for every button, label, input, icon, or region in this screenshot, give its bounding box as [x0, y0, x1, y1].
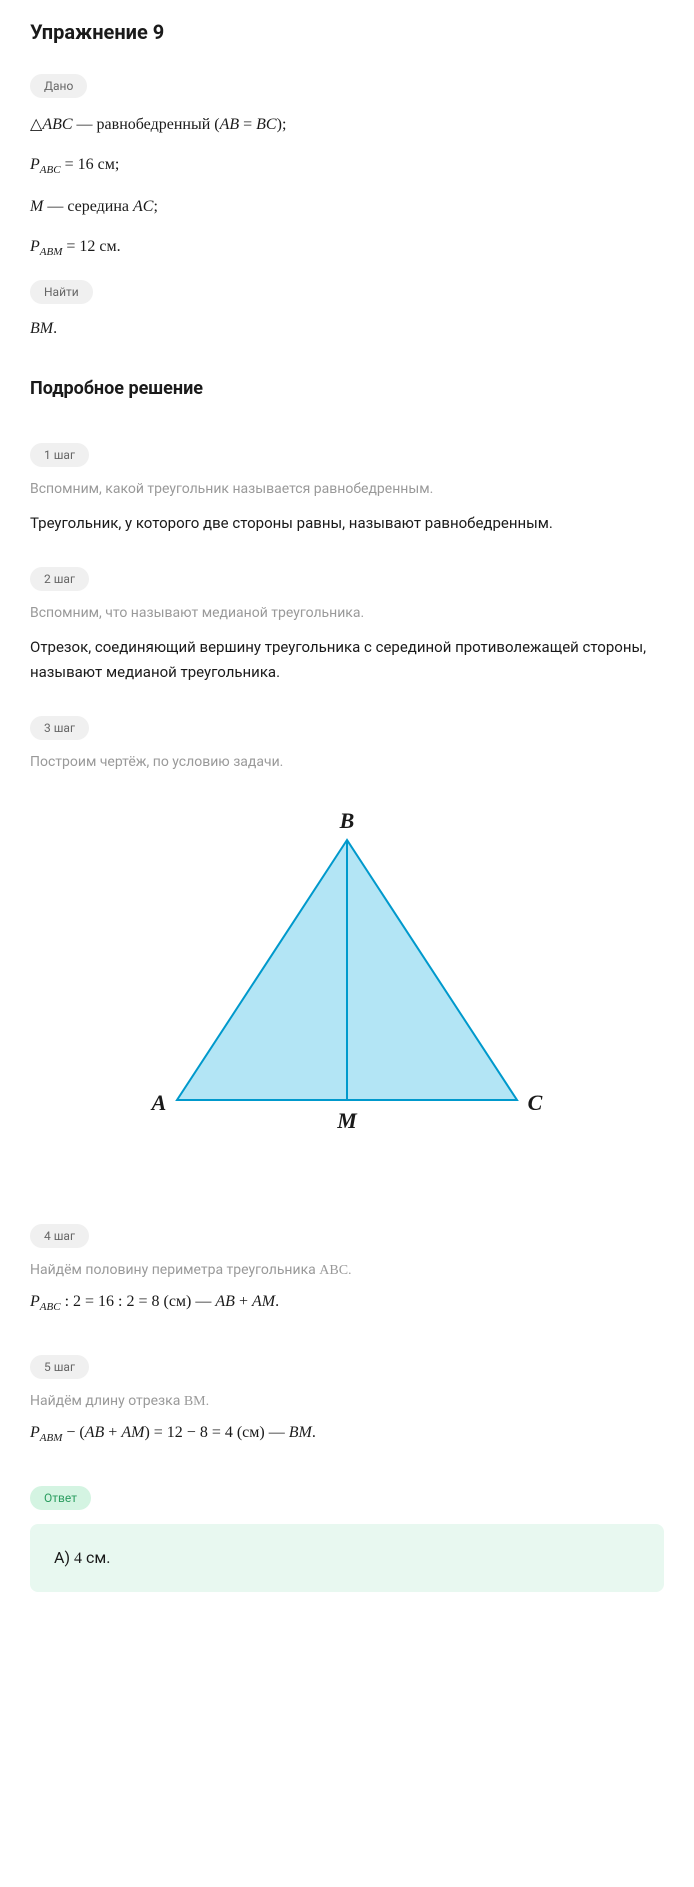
- answer-suffix: см.: [82, 1548, 110, 1567]
- label-a: A: [150, 1090, 167, 1115]
- p: P: [30, 238, 40, 255]
- step-5-label: 5 шаг: [30, 1355, 89, 1379]
- suffix: .: [348, 1262, 352, 1278]
- abc: ABC: [319, 1263, 348, 1278]
- sub: ABC: [40, 164, 61, 176]
- find-line-1: BM.: [30, 320, 664, 338]
- answer-value: 4: [74, 1550, 82, 1567]
- step-3-hint: Построим чертёж, по условию задачи.: [30, 754, 664, 770]
- suffix: );: [277, 116, 287, 133]
- step-1-text: Треугольник, у которого две стороны равн…: [30, 511, 664, 537]
- step-5-formula: PABM − (AB + AM) = 12 − 8 = 4 (см) — BM.: [30, 1424, 664, 1444]
- am: AM: [121, 1424, 144, 1441]
- solution-heading: Подробное решение: [30, 378, 664, 399]
- triangle-symbol: △: [30, 116, 42, 133]
- bm: BM: [30, 320, 53, 337]
- given-line-1: △ABC — равнобедренный (AB = BC);: [30, 114, 664, 134]
- answer-label: Ответ: [30, 1486, 91, 1510]
- p: P: [30, 1293, 40, 1310]
- suffix: .: [312, 1424, 316, 1441]
- bc: BC: [256, 116, 276, 133]
- text: — равнобедренный (: [73, 116, 220, 133]
- eq: =: [239, 116, 256, 133]
- label-c: C: [528, 1090, 543, 1115]
- ab: AB: [85, 1424, 105, 1441]
- sub: ABM: [40, 246, 63, 258]
- answer-prefix: A): [54, 1548, 74, 1567]
- p: P: [30, 156, 40, 173]
- m: M: [30, 198, 43, 215]
- step-5-hint: Найдём длину отрезка BM.: [30, 1393, 664, 1410]
- triangle-svg: B A M C: [117, 800, 577, 1160]
- exercise-title: Упражнение 9: [30, 20, 664, 44]
- text: — середина: [43, 198, 133, 215]
- step-4-hint: Найдём половину периметра треугольника A…: [30, 1262, 664, 1279]
- prefix: Найдём половину периметра треугольника: [30, 1262, 319, 1278]
- given-line-2: PABC = 16 см;: [30, 156, 664, 176]
- step-2-label: 2 шаг: [30, 567, 89, 591]
- step-4-label: 4 шаг: [30, 1224, 89, 1248]
- suffix: .: [206, 1393, 210, 1409]
- suffix: .: [53, 320, 57, 337]
- step-1-hint: Вспомним, какой треугольник называется р…: [30, 481, 664, 497]
- label-m: M: [336, 1108, 358, 1133]
- step-3-label: 3 шаг: [30, 716, 89, 740]
- bm: BM: [289, 1424, 312, 1441]
- step-4-formula: PABC : 2 = 16 : 2 = 8 (см) — AB + AM.: [30, 1293, 664, 1313]
- bm: BM: [184, 1394, 206, 1409]
- mid: : 2 = 16 : 2 = 8 (см) —: [61, 1293, 216, 1310]
- answer-box: A) 4 см.: [30, 1524, 664, 1592]
- step-1-label: 1 шаг: [30, 443, 89, 467]
- given-line-3: M — середина AC;: [30, 198, 664, 216]
- ac: AC: [133, 198, 153, 215]
- suffix: ;: [153, 198, 157, 215]
- plus: +: [235, 1293, 252, 1310]
- am: AM: [252, 1293, 275, 1310]
- ab: AB: [215, 1293, 235, 1310]
- given-line-4: PABM = 12 см.: [30, 238, 664, 258]
- minus: − (: [62, 1424, 84, 1441]
- label-b: B: [339, 808, 355, 833]
- p: P: [30, 1424, 40, 1441]
- rest: = 12 см.: [62, 238, 120, 255]
- sub: ABC: [40, 1301, 61, 1313]
- given-label: Дано: [30, 74, 87, 98]
- step-2-text: Отрезок, соединяющий вершину треугольник…: [30, 635, 664, 686]
- plus: +: [104, 1424, 121, 1441]
- find-label: Найти: [30, 280, 93, 304]
- ab: AB: [220, 116, 240, 133]
- paren: ) = 12 − 8 = 4 (см) —: [144, 1424, 288, 1441]
- step-2-hint: Вспомним, что называют медианой треуголь…: [30, 605, 664, 621]
- sub: ABM: [40, 1432, 63, 1444]
- triangle-diagram: B A M C: [30, 800, 664, 1164]
- abc: ABC: [42, 116, 72, 133]
- rest: = 16 см;: [61, 156, 120, 173]
- prefix: Найдём длину отрезка: [30, 1393, 184, 1409]
- suffix: .: [275, 1293, 279, 1310]
